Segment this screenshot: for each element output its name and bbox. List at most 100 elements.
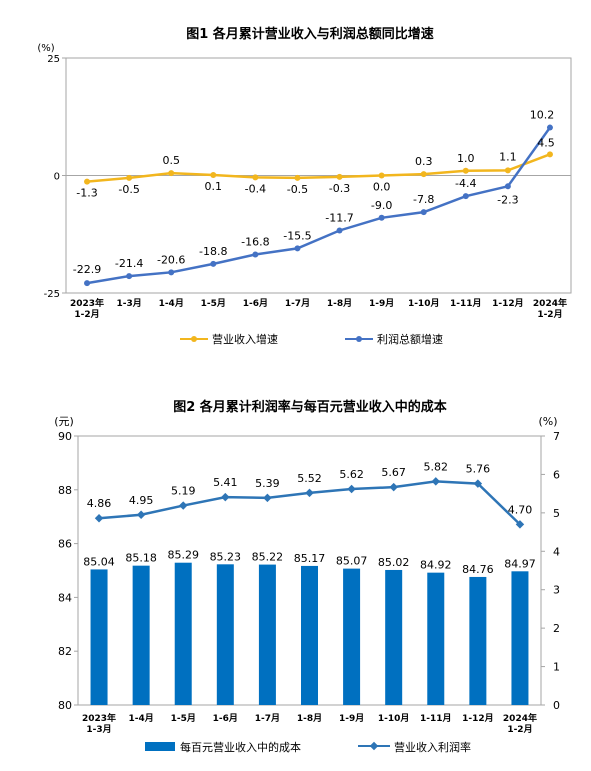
chart2-margin-label: 5.19 [171, 485, 196, 498]
chart2-margin-label: 5.82 [424, 460, 449, 473]
chart1-y-tick-label: 0 [54, 172, 60, 183]
chart2-margin-label: 5.67 [381, 466, 406, 479]
chart2-left-tick-label: 84 [58, 591, 72, 604]
chart1-point-1 [210, 260, 217, 267]
chart1-data-label-profit: -7.8 [413, 193, 434, 206]
chart2-x-tick-label: 1-6月 [213, 713, 238, 724]
chart1-point-0 [336, 173, 343, 180]
chart2-x-tick-label: 1-5月 [171, 713, 196, 724]
chart2-margin-point [347, 484, 356, 494]
chart1-point-0 [126, 174, 133, 181]
chart2-left-tick-label: 90 [58, 430, 72, 443]
chart2-bar [90, 569, 108, 705]
chart2-title: 图2 各月累计利润率与每百元营业收入中的成本 [173, 399, 447, 415]
chart1-x-tick-label: 1-10月 [408, 298, 440, 309]
chart2-left-tick-label: 88 [58, 484, 72, 497]
chart2-bar [301, 565, 318, 705]
chart1-data-label-revenue: 0.5 [162, 154, 180, 167]
chart2-margin-label: 5.76 [466, 463, 491, 476]
chart1-series-line-1 [86, 126, 551, 285]
chart1-legend-label-revenue: 营业收入增速 [212, 332, 278, 346]
chart2-bar [132, 565, 150, 705]
chart1-data-label-profit: -15.5 [283, 229, 311, 242]
chart1-point-0 [462, 167, 469, 174]
chart1-data-label-profit: -21.4 [115, 257, 143, 270]
chart1-point-0 [546, 151, 553, 158]
chart2-margin-point [178, 501, 188, 510]
chart1-point-1 [168, 269, 175, 276]
chart2-margin-label: 4.95 [129, 494, 154, 507]
chart1-x-tick-label: 1-3月 [116, 298, 141, 309]
chart2-bar [511, 571, 529, 705]
chart1-data-label-revenue: 0.3 [415, 155, 433, 168]
chart1-point-0 [252, 174, 259, 181]
chart2-margin-point [473, 479, 483, 488]
chart1-point-1 [126, 273, 133, 280]
chart1-x-tick-label: 1-7月 [285, 298, 310, 309]
chart2-bar-label: 84.76 [462, 563, 494, 576]
chart2-bar-label: 85.04 [83, 555, 115, 568]
chart1-x-tick-label: 2023年 1-2月 [70, 297, 104, 320]
chart2-legend: 每百元营业收入中的成本 营业收入利润率 [145, 740, 471, 754]
chart1-legend-label-profit: 利润总额增速 [377, 332, 443, 346]
chart2-left-tick-label: 86 [58, 538, 72, 551]
chart2-right-tick-label: 7 [553, 430, 560, 443]
chart2-right-tick-label: 2 [553, 622, 560, 635]
chart2-margin-point [136, 510, 146, 520]
chart1-data-label-profit: -20.6 [157, 253, 185, 266]
chart1-point-1 [336, 227, 343, 234]
chart1-data-label-revenue: -0.5 [118, 183, 139, 196]
chart2-right-tick-label: 4 [553, 545, 560, 558]
chart2-margin-point [263, 493, 272, 503]
chart2-x-tick-label: 2023年 1-3月 [82, 712, 116, 735]
chart1-point-1 [294, 245, 301, 252]
chart1-legend-marker-profit [356, 336, 362, 342]
chart2-bar [427, 572, 445, 705]
chart1-y-tick-label: -25 [44, 289, 60, 300]
chart2-bar [343, 568, 361, 705]
chart2-bar-label: 85.23 [210, 550, 242, 563]
chart2-left-tick-label: 80 [58, 699, 72, 712]
chart2-bar [258, 564, 276, 705]
chart1-x-tick-label: 1-5月 [201, 298, 226, 309]
chart1-data-label-profit: -4.4 [455, 177, 476, 190]
chart1-data-label-profit: -16.8 [241, 235, 269, 248]
chart1-data-label-revenue: -0.5 [287, 183, 308, 196]
chart1-data-label-revenue: -1.3 [76, 187, 97, 200]
chart2-margin-point [515, 520, 525, 529]
chart2-legend-marker-margin [369, 741, 379, 751]
chart1-x-tick-label: 1-9月 [369, 298, 394, 309]
chart2-margin-point [305, 488, 314, 498]
chart2-right-tick-label: 6 [553, 468, 560, 481]
chart2-bar-label: 84.92 [420, 559, 452, 572]
chart2-bar [174, 562, 192, 705]
chart2-x-tick-label: 2024年 1-2月 [503, 712, 537, 735]
chart1-x-tick-label: 2024年 1-2月 [533, 297, 567, 320]
chart2-bar-label: 85.29 [167, 549, 199, 562]
chart2-margin-label: 5.52 [297, 472, 322, 485]
chart1-x-tick-label: 1-8月 [327, 298, 352, 309]
chart2-legend-label-margin: 营业收入利润率 [394, 740, 471, 754]
chart1-point-0 [420, 171, 427, 178]
chart2-bar-label: 84.97 [504, 557, 536, 570]
chart2-legend-swatch-cost [145, 742, 175, 751]
chart1-data-label-profit: -22.9 [73, 263, 101, 276]
chart1-data-label-revenue: 1.0 [457, 152, 475, 165]
chart2-margin-label: 5.39 [255, 477, 280, 490]
chart2-margin-point [389, 482, 398, 492]
chart2-margin-label: 4.70 [508, 503, 533, 516]
chart2-right-tick-label: 3 [553, 584, 560, 597]
chart2-left-tick-label: 82 [58, 645, 72, 658]
chart1-data-label-profit: -11.7 [325, 211, 353, 224]
chart1-data-label-profit: -2.3 [497, 193, 518, 206]
chart1-data-label-profit: -9.0 [371, 199, 392, 212]
chart2-y-unit-right: (%) [538, 415, 557, 428]
chart1-point-1 [420, 209, 427, 216]
chart1-point-1 [378, 214, 385, 221]
chart1-y-tick-label: 25 [47, 54, 60, 65]
chart1-point-0 [378, 172, 385, 179]
chart2-y-unit-left: (元) [54, 415, 74, 428]
chart1-legend-marker-revenue [191, 336, 197, 342]
chart2-margin-line [98, 480, 521, 526]
